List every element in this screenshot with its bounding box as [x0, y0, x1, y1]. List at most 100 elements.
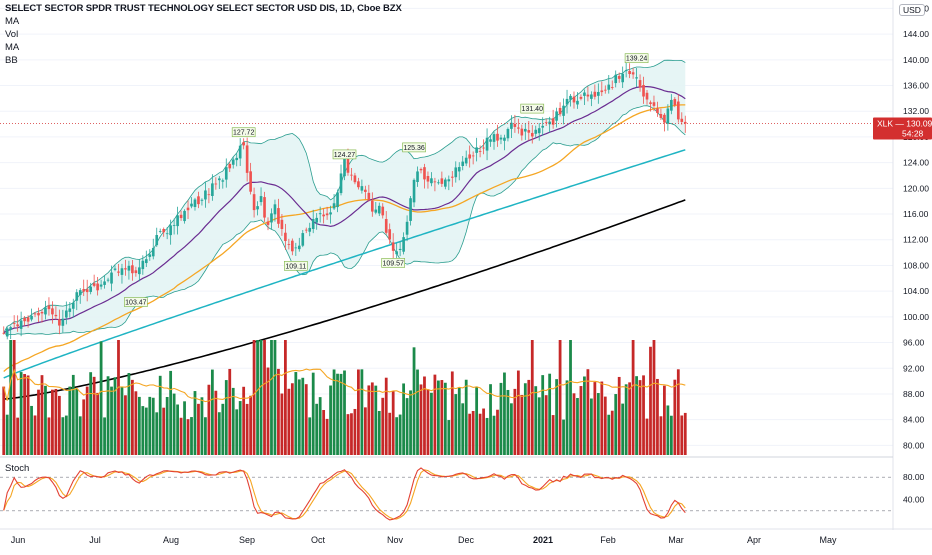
- candle-body: [391, 242, 395, 251]
- candle-body: [110, 272, 113, 284]
- volume-bar: [231, 387, 235, 455]
- candle-body: [433, 181, 437, 183]
- volume-bar: [224, 380, 228, 455]
- volume-bar: [440, 380, 444, 455]
- volume-bar: [304, 384, 308, 455]
- countdown-label: 54:28: [902, 129, 924, 139]
- candle-body: [617, 76, 621, 79]
- volume-bar: [624, 384, 628, 455]
- time-tick-label: Oct: [311, 535, 326, 545]
- candle-body: [683, 121, 687, 124]
- volume-bar: [683, 412, 687, 455]
- candle-body: [395, 251, 398, 255]
- candle-body: [384, 218, 388, 233]
- indicator-label-ma-1[interactable]: MA: [5, 16, 20, 27]
- candle-body: [51, 308, 54, 315]
- candle-body: [471, 155, 475, 157]
- volume-bar: [176, 404, 179, 455]
- volume-bar: [336, 373, 339, 455]
- candle-body: [517, 127, 520, 129]
- candle-body: [367, 192, 371, 200]
- candle-body: [663, 114, 666, 123]
- volume-bar: [565, 380, 569, 455]
- candle-body: [106, 279, 110, 281]
- volume-bar: [569, 340, 572, 455]
- volume-bar: [443, 382, 447, 455]
- currency-button[interactable]: USD: [899, 4, 925, 16]
- candle-body: [179, 214, 183, 219]
- candle-body: [291, 240, 294, 252]
- time-tick-label: Dec: [458, 535, 475, 545]
- price-tick-label: 104.00: [903, 286, 929, 296]
- volume-bar: [169, 370, 173, 455]
- ma-20-line: [3, 85, 686, 334]
- volume-bar: [419, 384, 423, 455]
- price-tick-label: 124.00: [903, 158, 929, 168]
- candle-body: [44, 307, 47, 315]
- candle-body: [572, 96, 576, 103]
- volume-bar: [30, 405, 33, 455]
- candle-body: [670, 99, 673, 111]
- candle-body: [419, 169, 423, 171]
- candle-body: [343, 158, 346, 177]
- volume-bar: [516, 370, 520, 455]
- indicator-label-bb[interactable]: BB: [5, 55, 18, 66]
- candle-body: [138, 267, 141, 275]
- indicator-label-ma-2[interactable]: MA: [5, 42, 20, 53]
- volume-bar: [297, 379, 301, 455]
- volume-bar: [461, 403, 465, 455]
- volume-bar: [273, 340, 277, 455]
- volume-bar: [572, 393, 576, 455]
- extreme-label: 109.11: [285, 263, 306, 270]
- volume-bar: [325, 418, 329, 455]
- candle-body: [635, 77, 638, 79]
- extreme-label: 109.57: [382, 260, 404, 267]
- volume-bar: [294, 372, 298, 455]
- candle-body: [277, 208, 280, 224]
- candle-body: [85, 289, 89, 293]
- candle-body: [673, 99, 677, 106]
- candle-body: [82, 288, 86, 292]
- volume-bar: [551, 415, 555, 455]
- candle-body: [562, 105, 565, 116]
- volume-bar: [492, 415, 496, 455]
- volume-bar: [9, 340, 13, 455]
- bollinger-lower: [3, 105, 686, 336]
- volume-bar: [471, 410, 475, 455]
- volume-bar: [235, 409, 239, 455]
- indicator-label-vol[interactable]: Vol: [5, 29, 19, 40]
- candle-body: [127, 265, 131, 271]
- candle-body: [551, 118, 555, 125]
- stoch-label[interactable]: Stoch: [5, 463, 30, 474]
- volume-bar: [388, 412, 392, 455]
- candle-body: [228, 164, 232, 169]
- candle-body: [211, 183, 214, 196]
- extreme-label: 103.47: [125, 300, 147, 307]
- price-tick-label: 112.00: [903, 235, 929, 245]
- ma-100-line: [3, 149, 686, 379]
- volume-bar: [120, 386, 124, 455]
- candle-body: [537, 128, 541, 134]
- candle-body: [520, 128, 524, 136]
- volume-bar: [669, 415, 673, 455]
- candle-body: [297, 245, 301, 250]
- volume-bar: [71, 374, 75, 455]
- volume-bar: [447, 420, 451, 455]
- extreme-label-box: [381, 258, 405, 268]
- candle-body: [603, 89, 607, 91]
- volume-bar: [478, 413, 482, 455]
- stoch-tick-label: 80.00: [903, 472, 925, 482]
- volume-bar: [485, 417, 489, 455]
- time-tick-label: Sep: [239, 535, 255, 545]
- candle-body: [134, 270, 138, 274]
- candle-body: [548, 121, 551, 125]
- volume-bar: [301, 377, 305, 455]
- volume-bar: [544, 395, 548, 455]
- time-tick-label: Jul: [89, 535, 101, 545]
- candle-body: [527, 130, 531, 133]
- candle-body: [256, 206, 259, 210]
- candle-body: [141, 260, 145, 270]
- volume-bar: [499, 382, 503, 455]
